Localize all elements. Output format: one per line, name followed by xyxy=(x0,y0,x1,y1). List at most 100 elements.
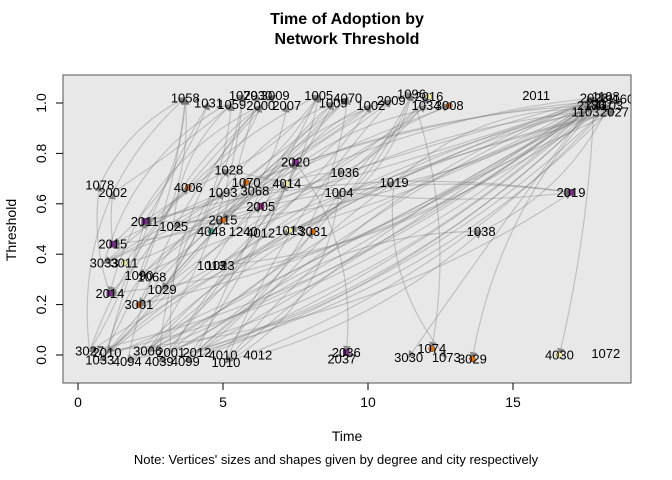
vertex-marker xyxy=(283,180,291,187)
vertex-label: 1108 xyxy=(592,89,620,104)
vertex-label: 1103 xyxy=(572,104,600,119)
axes: 0 5 10 15 0.0 0.2 0.4 0.6 0.8 1.0 xyxy=(33,93,521,410)
vertex-label: 1013 xyxy=(197,258,226,273)
edge xyxy=(137,102,334,277)
edge xyxy=(173,161,297,228)
x-tick-label: 5 xyxy=(219,394,227,410)
vertex-label: 1013 xyxy=(275,223,304,238)
edge xyxy=(289,93,414,231)
edge xyxy=(137,102,601,307)
edge xyxy=(108,105,610,297)
vertex-marker xyxy=(208,228,215,235)
vertex-label: 1002 xyxy=(356,98,385,113)
edge xyxy=(147,103,610,352)
edge xyxy=(106,111,586,354)
vertex-label: 2011 xyxy=(522,88,550,103)
edge xyxy=(126,104,592,363)
vertex-label: 2015 xyxy=(98,237,127,252)
vertex-label: 3008 xyxy=(435,98,464,113)
y-tick-label: 1.0 xyxy=(33,93,49,113)
plot-title: Time of Adoption by Network Threshold xyxy=(63,10,631,50)
edge xyxy=(106,104,593,354)
vertex-marker xyxy=(219,216,227,224)
vertex-label: 3029 xyxy=(458,351,487,366)
vertex-label: 4094 xyxy=(113,354,142,369)
edge xyxy=(295,161,351,354)
vertex-label: 2037 xyxy=(327,351,356,366)
edge xyxy=(138,181,288,305)
edge xyxy=(89,220,147,352)
vertex-marker xyxy=(425,93,433,100)
edge xyxy=(99,205,262,361)
vertex-label: 2030 xyxy=(243,88,272,103)
edge xyxy=(225,104,610,364)
vertex-label: 4006 xyxy=(174,180,203,195)
vertex-marker xyxy=(556,351,563,359)
vertex-label: 4014 xyxy=(272,176,301,191)
edge xyxy=(111,98,621,245)
edge xyxy=(88,97,595,354)
edge xyxy=(158,109,616,362)
edge xyxy=(147,229,291,352)
edge xyxy=(172,97,349,228)
edge xyxy=(257,230,482,356)
edge xyxy=(170,104,451,353)
vertex-label: 1079 xyxy=(229,88,258,103)
edge xyxy=(89,96,596,352)
vertex-label: 1005 xyxy=(304,88,333,103)
edge xyxy=(137,111,615,277)
edge xyxy=(161,95,244,291)
vertex-label: 1025 xyxy=(159,219,188,234)
edge xyxy=(222,181,396,356)
vertex-label: 1059 xyxy=(217,97,246,112)
edge xyxy=(338,104,593,194)
edge xyxy=(99,97,187,186)
edge xyxy=(260,99,393,207)
edge xyxy=(344,96,596,173)
edge xyxy=(99,109,616,361)
vertex-label: 4099 xyxy=(171,354,200,369)
vertex-label: 2002 xyxy=(98,185,127,200)
y-tick-label: 0.4 xyxy=(33,244,49,264)
vertex-marker xyxy=(135,301,143,308)
edge xyxy=(99,96,189,361)
vertex-label: 4070 xyxy=(333,90,362,105)
edge xyxy=(184,102,601,363)
vertex-marker xyxy=(257,203,264,210)
vertex-marker xyxy=(184,184,192,191)
vertex-label: 1029 xyxy=(148,282,177,297)
plot-area xyxy=(62,74,632,384)
vertex-label: 1031 xyxy=(194,96,223,111)
edge xyxy=(173,103,233,227)
edge xyxy=(170,111,587,354)
edge xyxy=(161,181,247,290)
edge xyxy=(103,183,573,264)
vertex-label: 3027 xyxy=(75,344,104,359)
edge xyxy=(225,191,343,364)
vertex-label: 1240 xyxy=(229,224,258,239)
edge xyxy=(242,102,335,232)
edges-layer xyxy=(86,91,622,364)
edge xyxy=(172,96,606,229)
vertex-label: 1028 xyxy=(214,162,243,177)
edge xyxy=(184,96,351,362)
edge xyxy=(159,102,601,362)
x-tick-label: 10 xyxy=(360,394,376,410)
edge xyxy=(143,95,320,225)
edge xyxy=(106,218,225,353)
vertex-label: 4103 xyxy=(594,98,623,113)
edge xyxy=(161,111,586,291)
edge xyxy=(196,94,320,353)
edge xyxy=(218,93,413,268)
edge xyxy=(225,99,392,363)
vertex-label: 1096 xyxy=(397,87,426,102)
footnote: Note: Vertices' sizes and shapes given b… xyxy=(133,452,539,467)
vertex-label: 4010 xyxy=(209,348,238,363)
edge xyxy=(161,99,393,290)
edge xyxy=(407,105,592,359)
x-tick-label: 15 xyxy=(505,394,521,410)
edge xyxy=(295,91,413,163)
edge xyxy=(127,96,607,362)
vertex-label: 3001 xyxy=(124,297,153,312)
